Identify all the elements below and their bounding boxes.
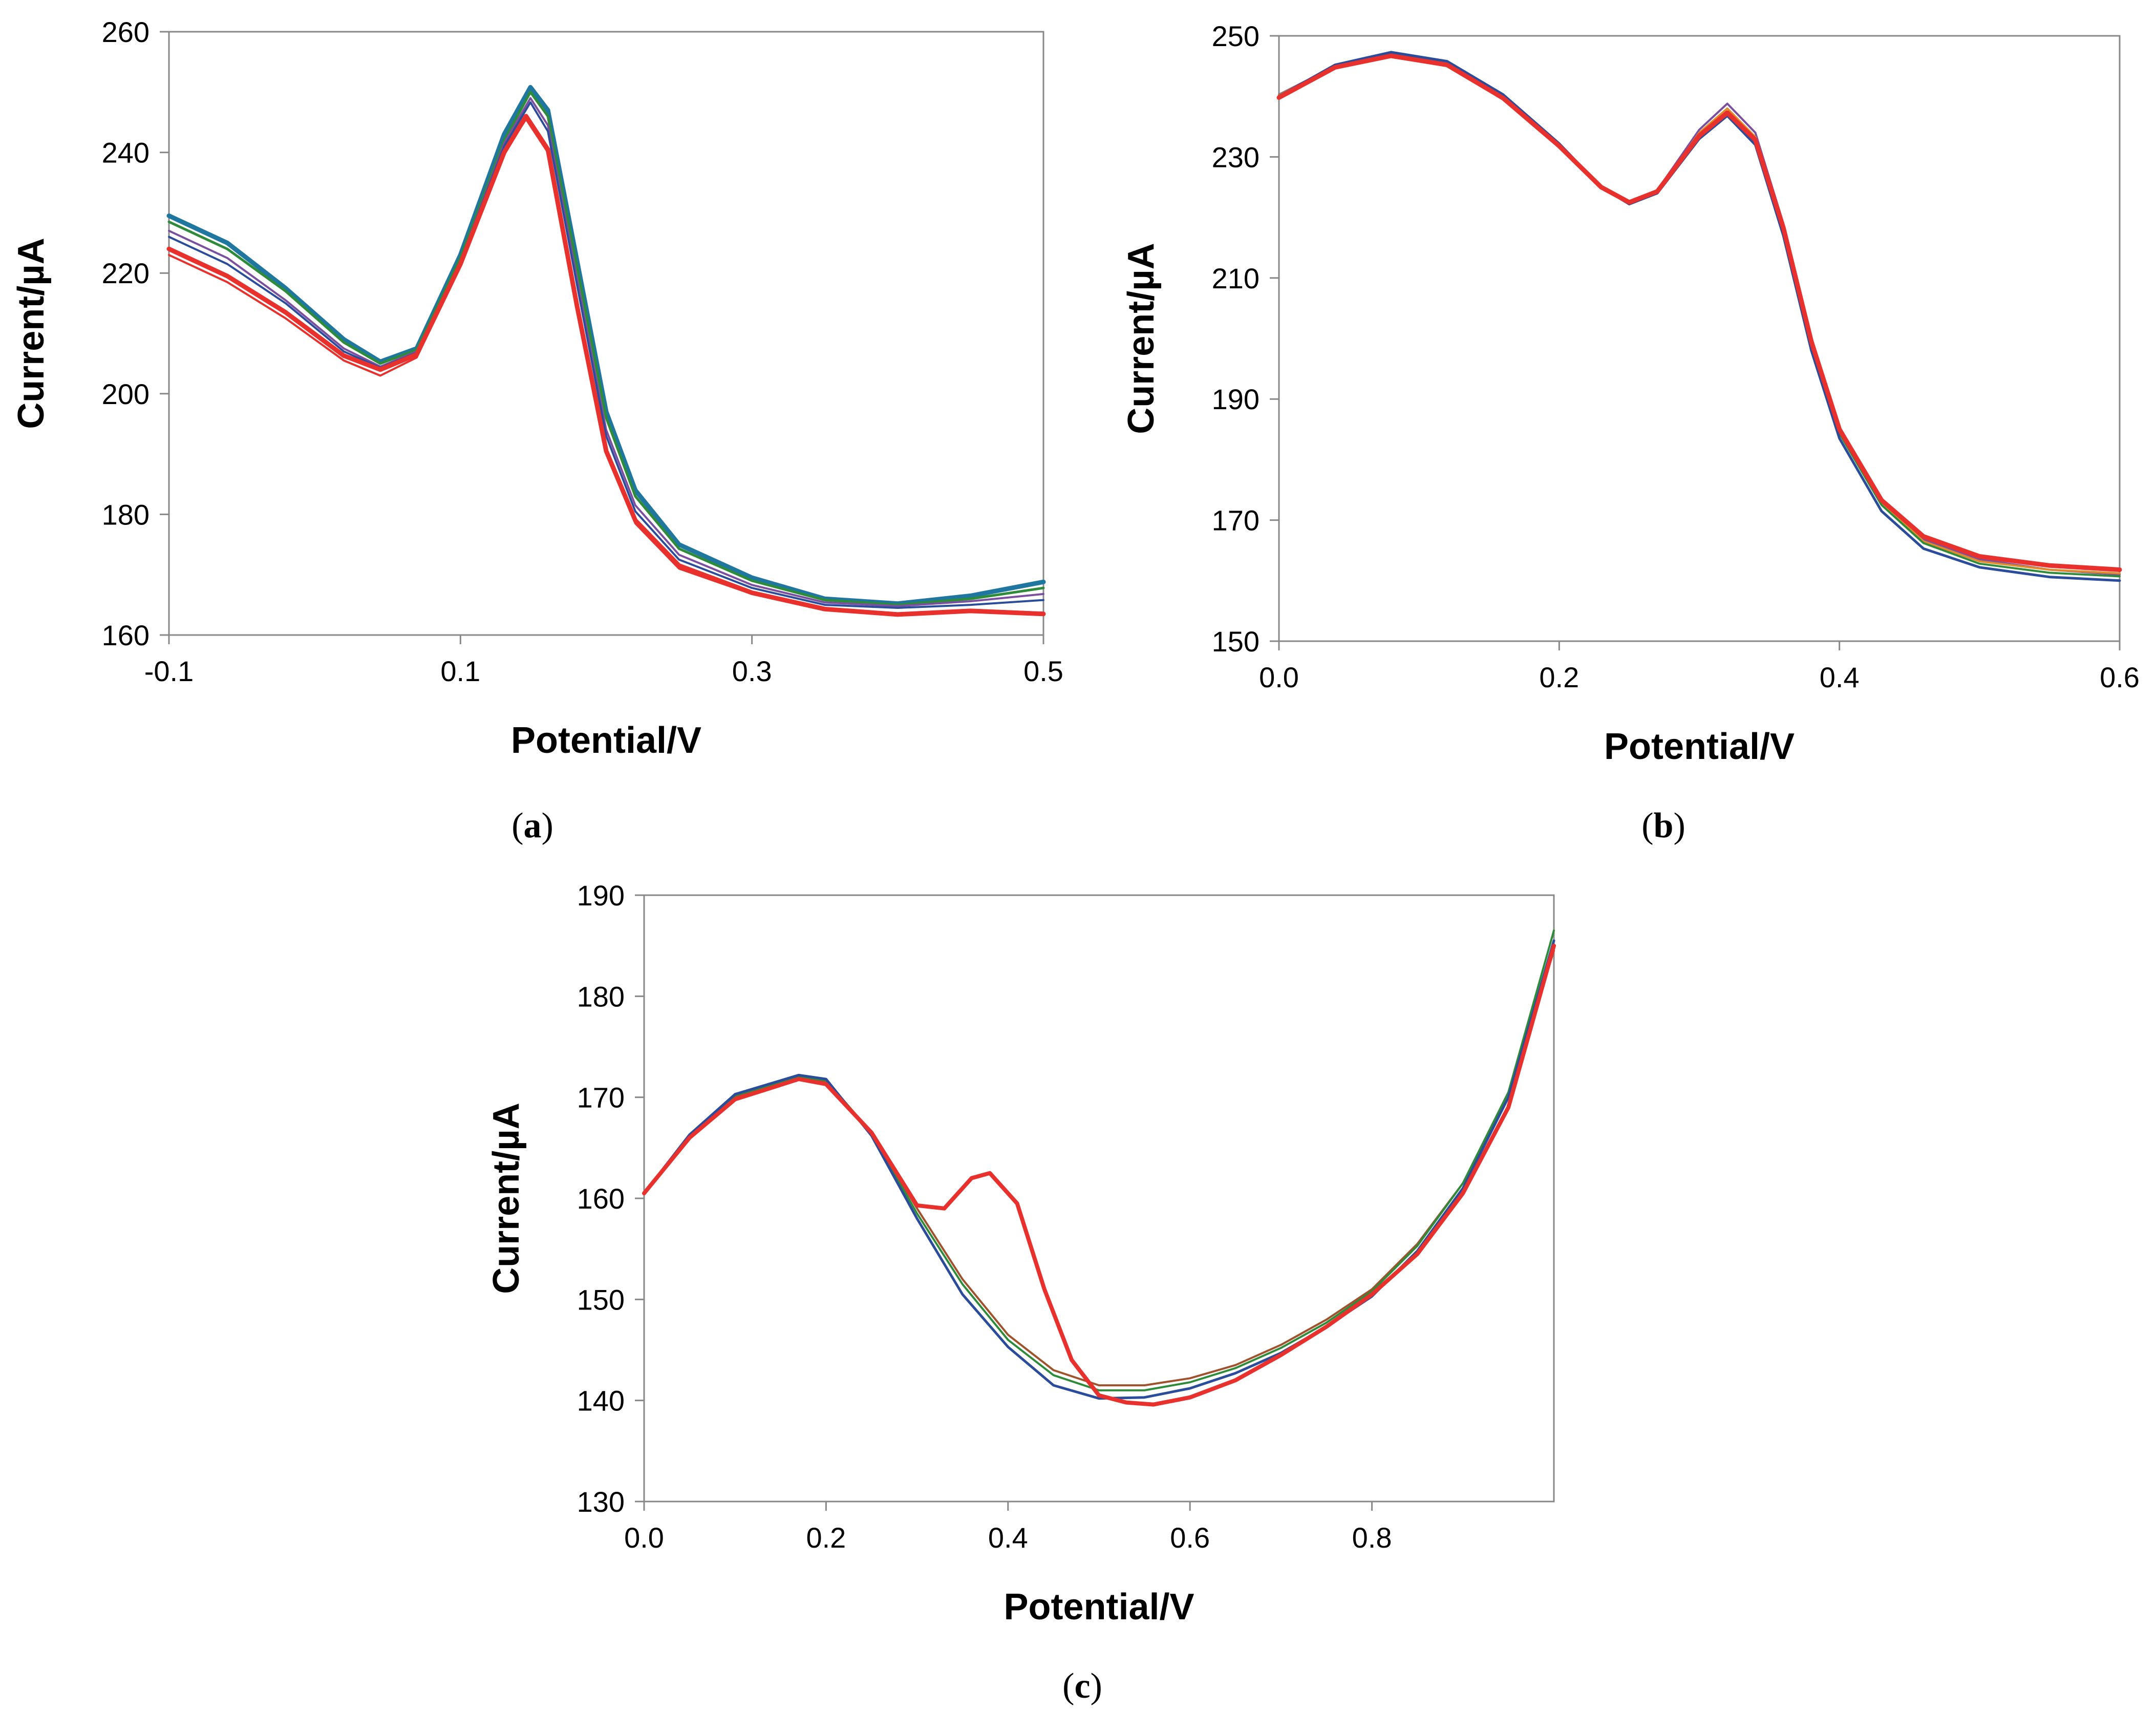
x-tick-label: 0.1 [440, 655, 480, 687]
series-line-blue [1277, 51, 2121, 582]
y-tick-label: 190 [577, 879, 625, 912]
series-line-teal [166, 84, 1046, 606]
panel-a: 160 180 200 220 240 260 -0.1 0.1 0.3 0.5 Potential… [11, 16, 1063, 846]
y-tick-label: 140 [577, 1385, 625, 1417]
y-axis-title: Current/µA [486, 1103, 527, 1294]
series-line-green [167, 91, 1045, 606]
series-line-orange [1278, 53, 2121, 575]
panel-label: (c) [1062, 1666, 1102, 1706]
y-tick-label: 150 [1212, 625, 1260, 658]
y-tick-label: 160 [577, 1182, 625, 1215]
y-tick-label: 170 [577, 1082, 625, 1114]
panel-label: (b) [1641, 806, 1685, 846]
series-line-purple [168, 97, 1044, 607]
y-tick-label: 170 [1212, 504, 1260, 537]
series-line-brown [643, 949, 1555, 1387]
y-tick-label: 180 [102, 498, 150, 531]
y-tick-label: 230 [1212, 141, 1260, 173]
x-tick-label: 0.3 [732, 655, 772, 687]
panel-label-letter: c [1074, 1666, 1090, 1706]
series-line-red-thin [168, 118, 1044, 615]
x-tick-label: 0.6 [1170, 1521, 1210, 1554]
plot-area [1278, 35, 2121, 642]
y-tick-label: 250 [1212, 20, 1260, 52]
x-tick-label: 0.0 [1259, 661, 1299, 693]
panel-b: 150 170 190 210 230 250 0.0 0.2 0.4 0.6 Potential/… [1121, 20, 2140, 846]
panel-label-letter: a [524, 806, 542, 846]
series-line-red-thick [642, 943, 1556, 1407]
x-tick-label: 0.4 [1820, 661, 1860, 693]
x-axis-title: Potential/V [511, 720, 701, 761]
x-tick-label: 0.8 [1352, 1521, 1392, 1554]
series-line-green [643, 929, 1555, 1391]
x-tick-label: 0.5 [1023, 655, 1063, 687]
series-line-red-thick [1276, 53, 2122, 572]
y-axis-title: Current/µA [11, 238, 52, 429]
x-axis-title: Potential/V [1004, 1587, 1194, 1628]
series-line-blue [643, 939, 1555, 1400]
panel-label: (a) [511, 806, 553, 846]
series-line-red-thick [166, 114, 1046, 617]
y-tick-label: 130 [577, 1486, 625, 1518]
y-tick-label: 200 [102, 378, 150, 410]
y-tick-label: 260 [102, 16, 150, 48]
x-axis-title: Potential/V [1604, 726, 1795, 767]
x-tick-label: 0.4 [988, 1521, 1028, 1554]
y-tick-label: 190 [1212, 383, 1260, 415]
y-axis-title: Current/µA [1121, 243, 1162, 434]
plot-area [168, 31, 1044, 636]
y-tick-label: 210 [1212, 262, 1260, 294]
panel-label-letter: b [1654, 806, 1674, 846]
y-tick-label: 150 [577, 1283, 625, 1316]
y-tick-label: 240 [102, 137, 150, 169]
x-tick-label: 0.2 [1539, 661, 1579, 693]
plot-area [643, 894, 1555, 1503]
x-tick-label: 0.6 [2100, 661, 2140, 693]
x-tick-label: 0.2 [806, 1521, 846, 1554]
y-tick-label: 180 [577, 980, 625, 1012]
series-line-blue [168, 101, 1044, 609]
x-tick-label: -0.1 [144, 655, 194, 687]
y-tick-label: 220 [102, 257, 150, 289]
panel-c: 130 140 150 160 170 180 190 0.0 0.2 0.4 0.6 0.8 Pote… [486, 879, 1556, 1706]
x-tick-label: 0.0 [624, 1521, 664, 1554]
y-tick-label: 160 [102, 619, 150, 651]
